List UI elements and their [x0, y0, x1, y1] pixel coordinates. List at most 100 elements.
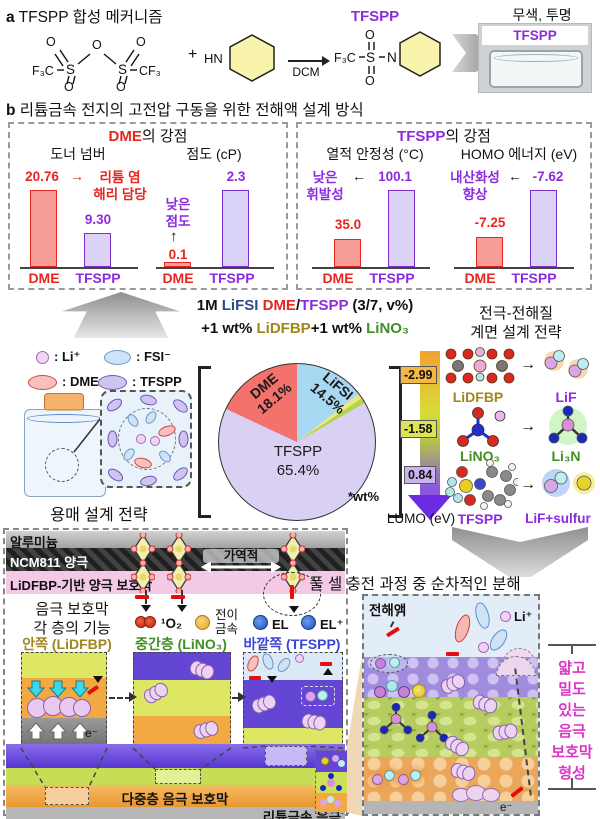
- zoom-connector-line: [73, 413, 105, 453]
- pie-unit-note: *wt%: [348, 489, 380, 504]
- p2-purple-band: [133, 652, 231, 680]
- homo-chart-title: HOMO 에너지 (eV): [460, 146, 578, 162]
- li3n-product-icon: [548, 405, 588, 445]
- viscosity-dme-bar: [164, 262, 191, 267]
- o-atom-4: O: [116, 80, 126, 92]
- row1-arrow-icon: →: [520, 356, 536, 373]
- lumo-value-lidfbp: -2.99: [400, 366, 437, 384]
- tfspp-molecule: [170, 464, 191, 484]
- thermal-chart-title: 열적 안정성 (°C): [326, 146, 424, 162]
- anode-film-function-title2: 각 층의 기능: [33, 620, 111, 637]
- section-a-title: a TFSPP 합성 메커니즘: [6, 5, 163, 27]
- o-product-top: O: [365, 28, 375, 42]
- viscosity-chart-title: 점도 (cP): [186, 146, 242, 162]
- tfspp-mol-label: TFSPP: [457, 511, 503, 527]
- right-arrowhead-icon: [238, 692, 246, 702]
- tfspp-granule-icon: [144, 682, 168, 704]
- li-ion: [136, 434, 146, 444]
- donor-annotation: 리튬 염 해리 담당: [86, 169, 154, 203]
- electrolyte-label: 전해액: [369, 603, 407, 618]
- inhibit-mark: [446, 652, 459, 656]
- lumo-arrowhead-icon: [408, 495, 452, 520]
- dme-panel-title: DME의 강점: [8, 125, 288, 146]
- n-product: N: [387, 50, 397, 65]
- sei-column: [315, 750, 349, 814]
- tfspp-granule-icon: [251, 694, 277, 714]
- tm-line1: 전이: [215, 608, 239, 622]
- cf3-left-label: F₃C: [32, 64, 54, 78]
- homo-ann1: 내산화성: [450, 170, 500, 185]
- elec-slash: /: [295, 297, 301, 314]
- homo-annotation: 내산화성 향상: [442, 169, 508, 203]
- li-atom: [375, 658, 386, 669]
- donor-xlabel-dme: DME: [28, 270, 60, 286]
- homo-left-arrow-icon: ←: [508, 168, 522, 184]
- purple-callout-patch: [265, 746, 307, 766]
- sei-note: 얇고 밀도 있는 음극 보호막 형성: [548, 658, 596, 784]
- lumo-value-tfspp: 0.84: [404, 466, 437, 484]
- down-arrowhead-icon: [267, 676, 277, 683]
- viscosity-xlabel-dme: DME: [162, 270, 194, 286]
- elec-lidfbp: LiDFBP: [256, 320, 311, 337]
- thermal-left-arrow-icon: ←: [352, 168, 366, 184]
- callout-lines: [20, 745, 344, 788]
- reversible-arrow-icon: [201, 561, 281, 573]
- f-atom: [317, 690, 328, 701]
- tfspp-structure: F₃C S O O N: [334, 28, 441, 86]
- inhibit-mark: [320, 662, 332, 666]
- piperidine-structure: HN: [204, 34, 275, 82]
- li-dot: [332, 755, 339, 762]
- viscosity-xlabel-tfspp: TFSPP: [209, 270, 255, 286]
- transition-metal-icon: [195, 615, 210, 630]
- tfspp-legend-label: : TFSPP: [132, 374, 182, 389]
- inhibit-mark: [171, 595, 185, 599]
- composition-pie-chart: DME 18.1% LiFSI 14.5% TFSPP 65.4%: [218, 363, 376, 521]
- reaction-condition: DCM: [292, 65, 320, 79]
- multilayer-orange: [6, 785, 345, 807]
- section-a-title-text: TFSPP 합성 메커니즘: [18, 9, 163, 26]
- thermal-xlabel-tfspp: TFSPP: [369, 270, 415, 286]
- sulfur-atom: [412, 684, 426, 698]
- li3n-molecule-icon: [415, 710, 449, 743]
- middle-layer-title: 중간층 (LiNO₃): [135, 636, 227, 652]
- transition-metal-label: 전이 금속: [215, 608, 238, 636]
- li-metal-band: [364, 801, 538, 814]
- li-ion-legend-icon: [36, 351, 49, 364]
- electron-label: e⁻: [500, 802, 513, 814]
- section-b-title-text: 리튬금속 전지의 고전압 구동을 위한 전해액 설계 방식: [19, 102, 364, 119]
- tfspp-molecule-icon: [445, 459, 518, 510]
- plus-sign: +: [188, 46, 198, 63]
- right-bracket: [389, 366, 402, 518]
- donor-annotation-arrow-icon: →: [70, 168, 84, 184]
- dashed-drop-line: [181, 590, 183, 604]
- fsi-anion: [486, 626, 511, 654]
- electrolyte-formula-line1: 1M LiFSI DME/TFSPP (3/7, v%): [150, 297, 460, 314]
- note-line-4: 음극: [558, 723, 586, 740]
- cathode-crystal-icon: [167, 533, 191, 593]
- homo-dme-bar: [476, 237, 503, 267]
- sei-col-purple: [316, 751, 347, 772]
- homo-tfspp-value: -7.62: [532, 169, 564, 184]
- lidfbp-molecule-icon: [445, 347, 515, 384]
- viscosity-tfspp-value: 2.3: [226, 169, 246, 184]
- lumo-axis-label: LUMO (eV): [386, 511, 456, 526]
- lif-label: LiF: [555, 389, 577, 405]
- donor-tfspp-bar: [84, 233, 111, 267]
- o-atom-3: O: [64, 80, 74, 92]
- inhibit-mark: [249, 676, 261, 680]
- bottle-body: [24, 409, 106, 497]
- lif-sulfur-product-icon: [542, 469, 595, 497]
- singlet-oxygen-icon: [144, 616, 156, 628]
- tm-line2: 금속: [215, 622, 239, 636]
- up-arrowhead-icon: [323, 668, 333, 675]
- note-line-1: 얇고: [558, 660, 586, 677]
- tfspp-granule-icon: [189, 660, 215, 680]
- reaction-arrowhead-icon: [322, 56, 330, 66]
- s-atom-2: S: [118, 62, 127, 77]
- elec-tfspp: TFSPP: [300, 297, 349, 314]
- tfspp-legend-icon: [98, 375, 127, 390]
- solvation-shell-circle: [118, 408, 176, 470]
- dme-title-rest: 의 강점: [141, 128, 188, 145]
- row2-arrow-icon: →: [520, 418, 536, 435]
- vial-glass: [489, 50, 583, 88]
